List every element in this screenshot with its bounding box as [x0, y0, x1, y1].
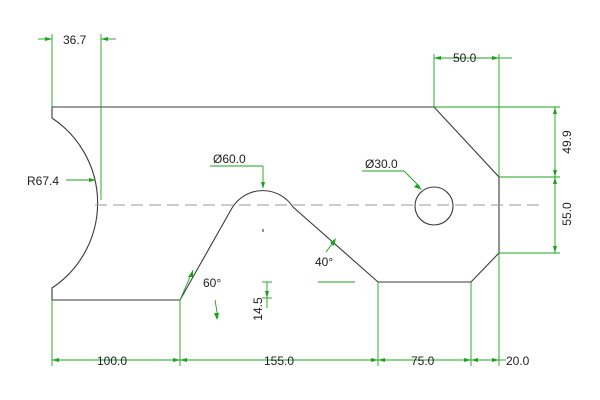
- dim-small-height-label: 14.5: [251, 297, 265, 321]
- dim-angle-right-label: 40°: [315, 255, 333, 269]
- dim-small-height: 14.5: [251, 281, 272, 321]
- dim-top-right-label: 50.0: [453, 51, 477, 65]
- part-outline: [51, 106, 500, 301]
- dim-angle-left-label: 60°: [203, 276, 221, 290]
- dim-angle-right: 40°: [315, 238, 355, 283]
- dim-angle-left: 60°: [179, 269, 221, 320]
- dim-bottom-2-label: 155.0: [264, 354, 294, 368]
- dim-bottom-1-label: 100.0: [97, 354, 127, 368]
- dim-top-left-label: 36.7: [63, 33, 87, 47]
- dim-right-upper-label: 49.9: [560, 130, 574, 154]
- dim-hole: Ø30.0: [362, 157, 422, 190]
- dim-bottom-3-label: 75.0: [411, 354, 435, 368]
- dim-notch: Ø60.0: [210, 152, 265, 189]
- dim-notch-label: Ø60.0: [213, 152, 246, 166]
- dim-radius-label: R67.4: [27, 174, 59, 188]
- dim-radius: R67.4: [27, 174, 96, 188]
- dim-hole-label: Ø30.0: [365, 157, 398, 171]
- dim-top-left: 36.7: [38, 33, 116, 200]
- dim-bottom-4-label: 20.0: [506, 354, 530, 368]
- dim-bottom: 100.0 155.0 75.0 20.0: [51, 253, 530, 368]
- dim-right-lower-label: 55.0: [560, 202, 574, 226]
- bolt-hole: [414, 186, 454, 226]
- dim-top-right: 50.0: [433, 51, 512, 177]
- part-profile: [51, 106, 500, 301]
- dim-right: 49.9 55.0: [434, 106, 574, 254]
